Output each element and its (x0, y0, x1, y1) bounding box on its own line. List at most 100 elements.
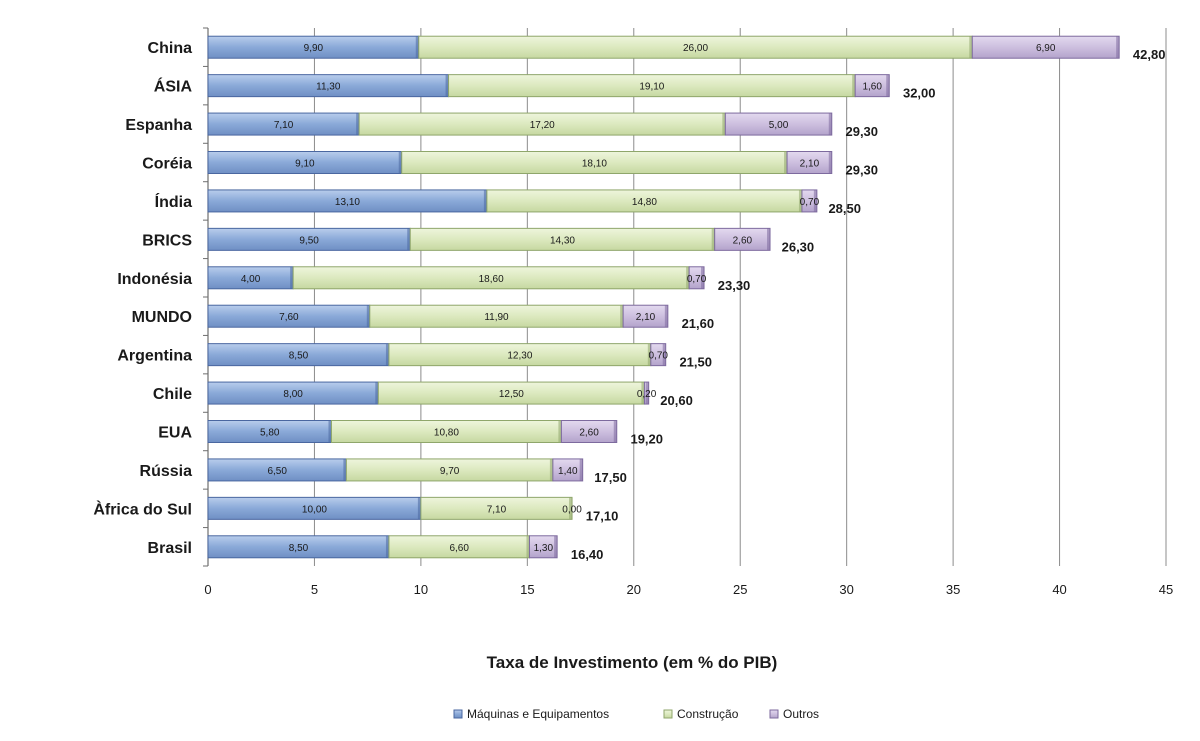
segment-value-label: 6,50 (267, 466, 287, 477)
bar-segment-edge (569, 497, 573, 520)
segment-value-label: 10,80 (434, 428, 459, 439)
bar-segment-edge (549, 458, 553, 481)
segment-value-label: 2,60 (579, 428, 599, 439)
segment-value-label: 12,50 (499, 389, 524, 400)
x-tick-label: 0 (204, 582, 211, 597)
total-value-label: 32,00 (903, 86, 936, 101)
x-axis-title: Taxa de Investimento (em % do PIB) (487, 653, 778, 672)
segment-value-label: 14,30 (550, 235, 575, 246)
legend-swatch (453, 709, 463, 719)
bar-segment-edge (711, 228, 715, 251)
category-label: ÁSIA (154, 77, 193, 96)
x-tick-label: 20 (627, 582, 641, 597)
x-tick-label: 25 (733, 582, 747, 597)
segment-value-label: 6,60 (449, 543, 469, 554)
segment-value-label: 1,40 (558, 466, 578, 477)
segment-value-label: 1,30 (534, 543, 554, 554)
total-value-label: 21,60 (682, 316, 715, 331)
bar-segment-edge (886, 74, 890, 97)
segment-value-label: 9,90 (304, 43, 324, 54)
bar-segment-edge (828, 151, 832, 174)
segment-value-label: 0,70 (800, 197, 820, 208)
segment-value-label: 2,10 (800, 159, 820, 170)
category-label: Índia (155, 192, 192, 211)
labels: China 9,90 26,00 6,90 42,80 ÁSIA 11,30 19,10 1,6… (93, 40, 1165, 562)
bar-segment (560, 420, 618, 443)
legend-swatch (769, 709, 779, 719)
total-value-label: 28,50 (828, 201, 861, 216)
total-value-label: 26,30 (782, 239, 815, 254)
x-tick-label: 10 (414, 582, 428, 597)
bar-segment-edge (1116, 36, 1120, 59)
total-value-label: 20,60 (660, 393, 693, 408)
total-value-label: 23,30 (718, 278, 751, 293)
bar-segment-edge (784, 151, 788, 174)
bar-segment-edge (417, 497, 421, 520)
x-tick-label: 40 (1052, 582, 1066, 597)
legend-swatch (663, 709, 673, 719)
total-value-label: 17,10 (586, 508, 619, 523)
category-label: Rússia (140, 463, 193, 480)
segment-value-label: 0,00 (562, 504, 582, 515)
bar-segment-edge (343, 458, 347, 481)
segment-value-label: 0,70 (687, 274, 707, 285)
segment-value-label: 1,60 (862, 82, 882, 93)
total-value-label: 19,20 (630, 432, 663, 447)
segment-value-label: 0,20 (637, 389, 657, 400)
segment-value-label: 2,60 (733, 235, 753, 246)
x-tick-label: 35 (946, 582, 960, 597)
bar-segment-edge (701, 266, 705, 289)
segment-value-label: 2,10 (636, 312, 656, 323)
segment-value-label: 8,50 (289, 351, 309, 362)
bar-segment-edge (813, 189, 817, 212)
bar-segment-edge (445, 74, 449, 97)
bar-segment-edge (366, 305, 370, 328)
segment-value-label: 12,30 (507, 351, 532, 362)
bar-segment-edge (767, 228, 771, 251)
bars (207, 35, 1120, 559)
segment-value-label: 7,10 (487, 504, 507, 515)
bar-segment-edge (554, 535, 558, 558)
total-value-label: 21,50 (679, 355, 712, 370)
legend-label: Outros (783, 707, 819, 721)
category-label: EUA (158, 425, 192, 442)
segment-value-label: 9,50 (299, 235, 319, 246)
x-tick-label: 5 (311, 582, 318, 597)
category-label: Brasil (148, 540, 192, 557)
total-value-label: 16,40 (571, 547, 604, 562)
segment-value-label: 26,00 (683, 43, 708, 54)
segment-value-label: 5,00 (769, 120, 789, 131)
bar-segment-edge (483, 189, 487, 212)
category-label: Àfrica do Sul (93, 499, 192, 518)
segment-value-label: 10,00 (302, 504, 327, 515)
bar-segment-edge (686, 266, 690, 289)
segment-value-label: 6,90 (1036, 43, 1056, 54)
category-label: Indonésia (117, 271, 192, 288)
category-label: BRICS (142, 232, 192, 249)
bar-segment-edge (664, 305, 668, 328)
category-label: MUNDO (132, 309, 192, 326)
bar-segment-edge (385, 535, 389, 558)
bar-segment-edge (526, 535, 530, 558)
total-value-label: 29,30 (845, 124, 878, 139)
segment-value-label: 5,80 (260, 428, 280, 439)
bar-segment-edge (641, 382, 645, 405)
bar-segment-edge (722, 113, 726, 136)
segment-value-label: 18,10 (582, 159, 607, 170)
segment-value-label: 17,20 (530, 120, 555, 131)
bar-segment-edge (620, 305, 624, 328)
bar-segment-edge (398, 151, 402, 174)
bar-segment-edge (407, 228, 411, 251)
segment-value-label: 9,70 (440, 466, 460, 477)
legend-label: Construção (677, 707, 739, 721)
x-tick-label: 15 (520, 582, 534, 597)
segment-value-label: 8,50 (289, 543, 309, 554)
total-value-label: 17,50 (594, 470, 627, 485)
segment-value-label: 19,10 (639, 82, 664, 93)
bar-segment-edge (798, 189, 802, 212)
x-tick-label: 30 (839, 582, 853, 597)
bar-segment-edge (969, 36, 973, 59)
category-label: China (148, 40, 193, 57)
